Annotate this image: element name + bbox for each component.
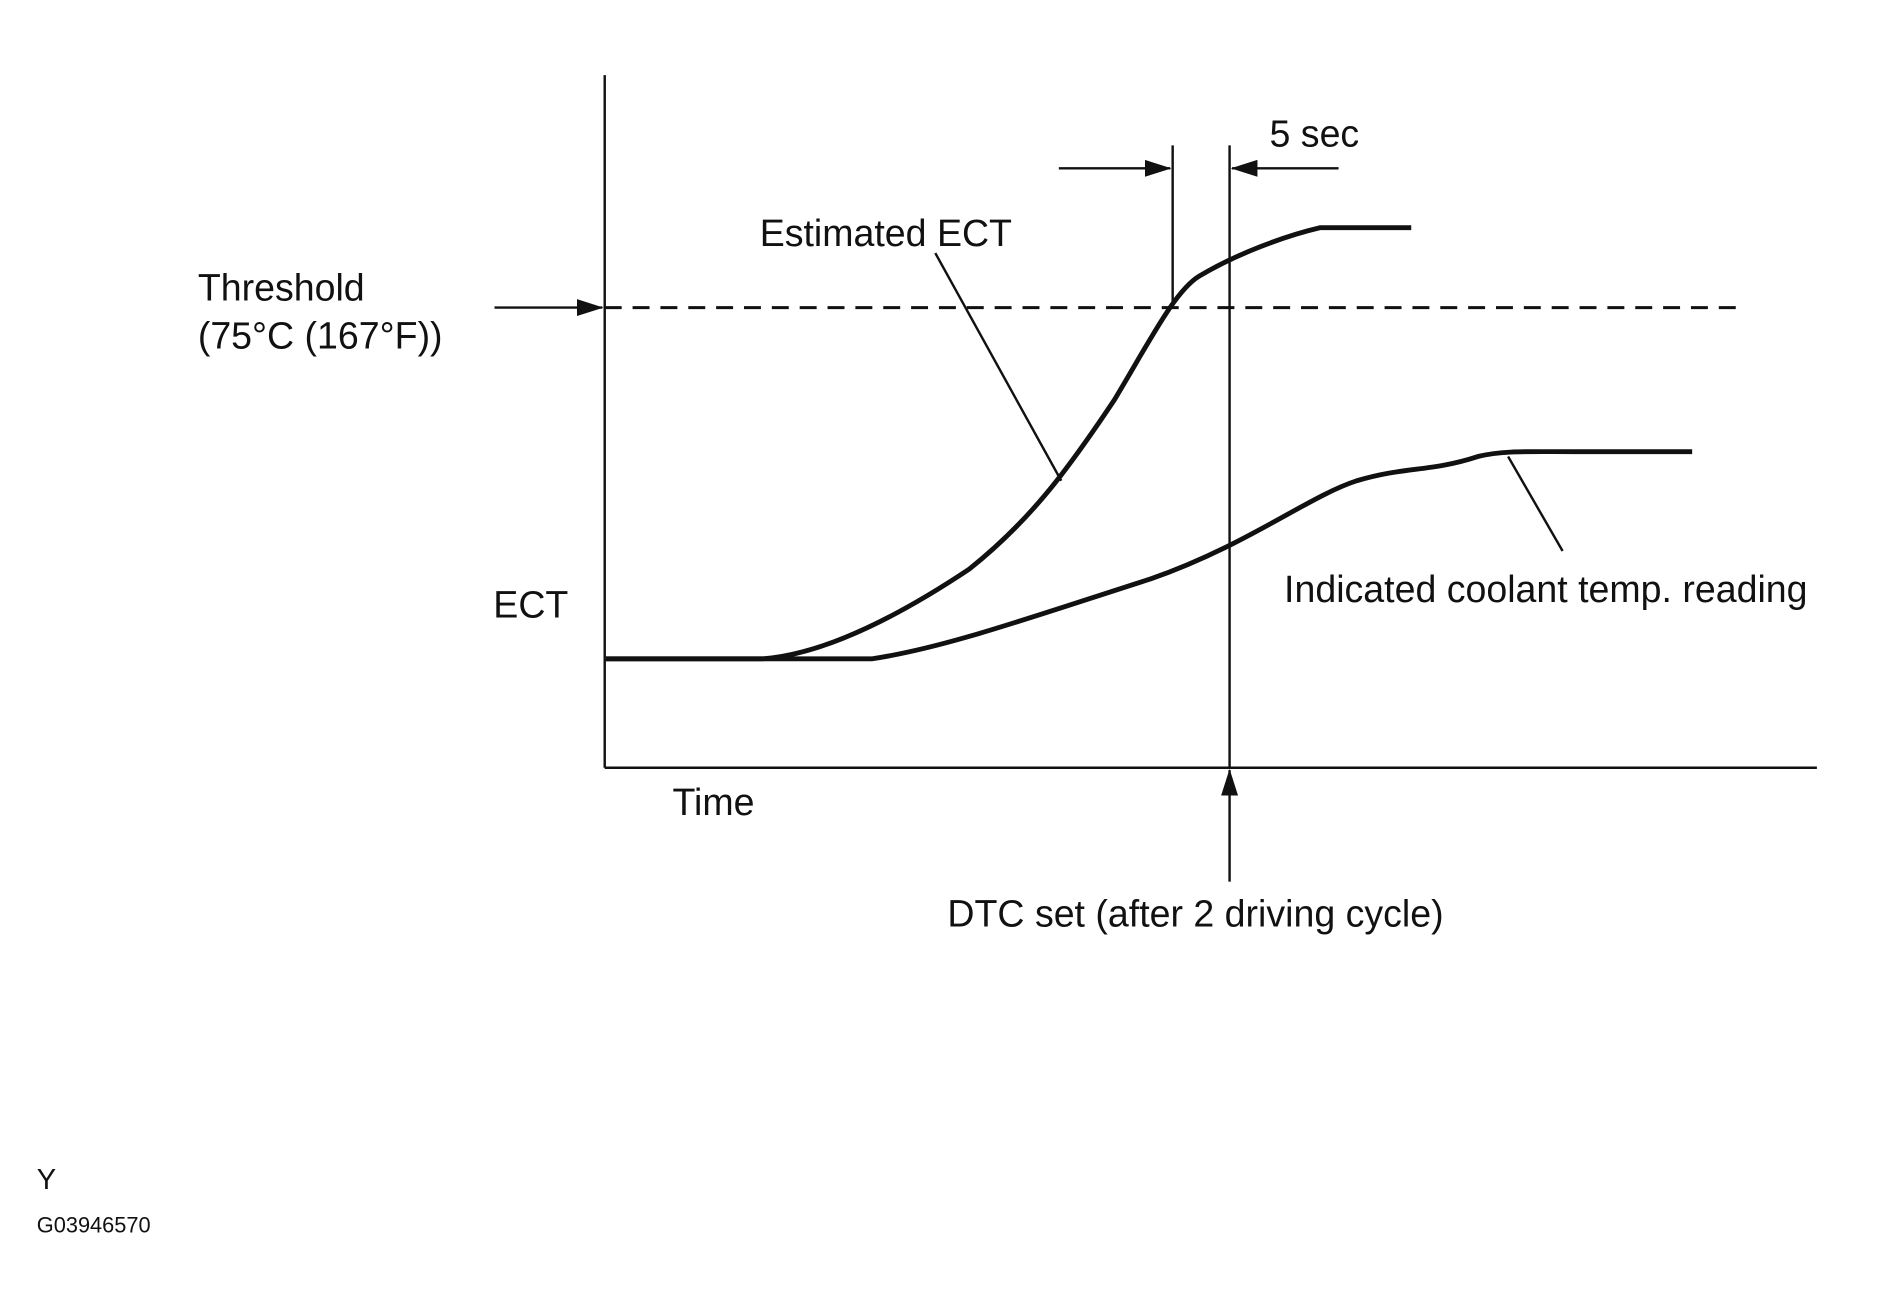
- dtc-label: DTC set (after 2 driving cycle): [947, 892, 1443, 934]
- estimated-curve: [605, 225, 1412, 662]
- estimated-label: Estimated ECT: [760, 212, 1012, 254]
- y-axis-label: ECT: [493, 584, 568, 626]
- leader-line: [934, 252, 1063, 482]
- indicated-label: Indicated coolant temp. reading: [1284, 568, 1807, 610]
- threshold-value: (75°C (167°F)): [198, 315, 443, 357]
- leader-line: [1507, 455, 1564, 552]
- interval-label: 5 sec: [1270, 113, 1360, 155]
- threshold-label: Threshold: [198, 266, 365, 308]
- footer-code: Y: [37, 1164, 56, 1196]
- axes: [603, 75, 1817, 769]
- figure-id: G03946570: [37, 1213, 151, 1238]
- x-axis-label: Time: [673, 781, 755, 823]
- indicated-curve: [605, 449, 1693, 662]
